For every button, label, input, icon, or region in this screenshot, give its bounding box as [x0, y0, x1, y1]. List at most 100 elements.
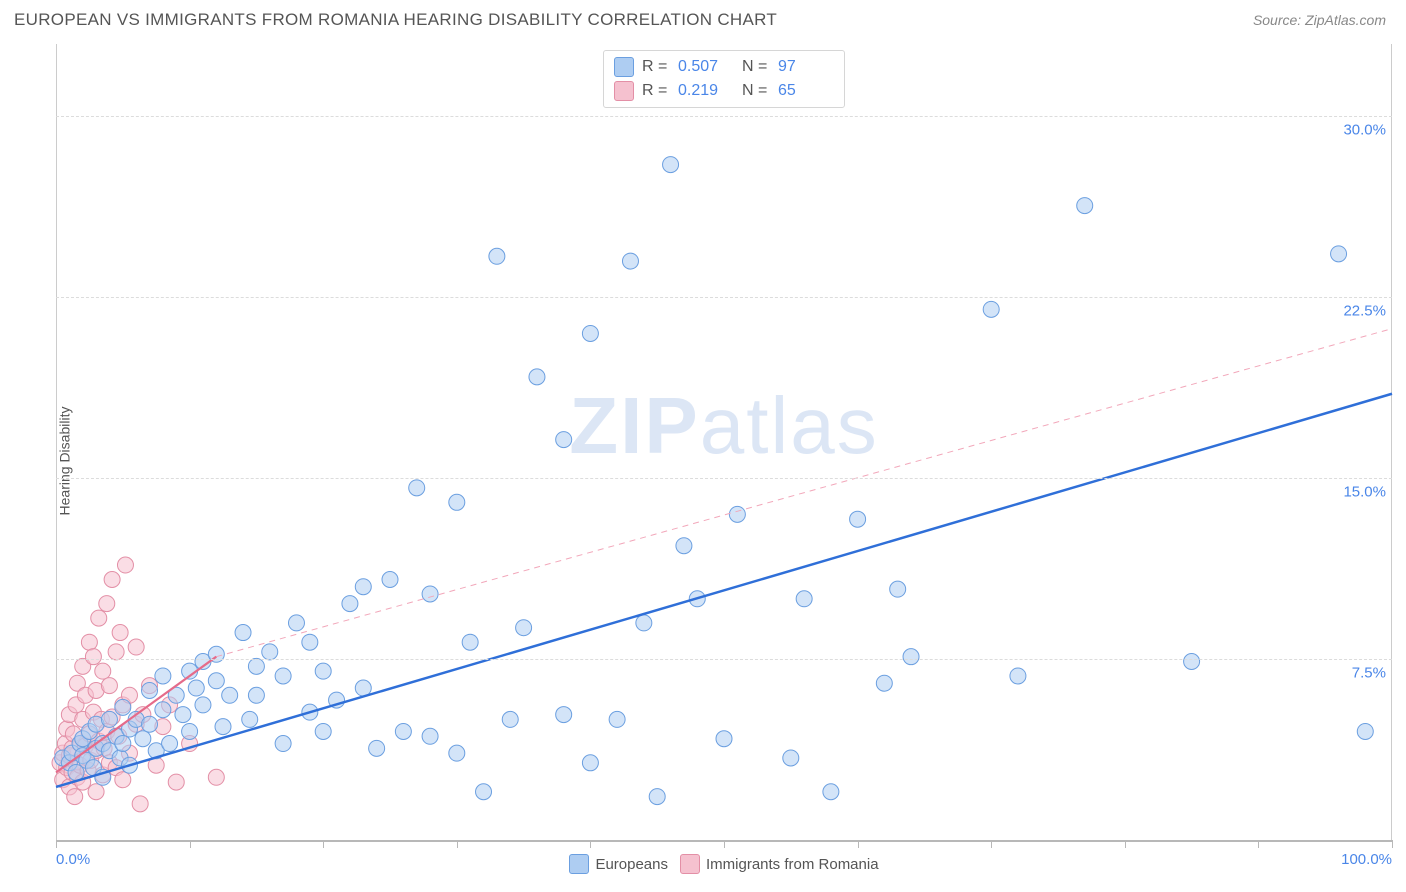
scatter-point	[155, 668, 171, 684]
scatter-point	[903, 649, 919, 665]
source-attribution: Source: ZipAtlas.com	[1253, 12, 1386, 28]
chart-title: EUROPEAN VS IMMIGRANTS FROM ROMANIA HEAR…	[14, 10, 777, 30]
scatter-point	[355, 579, 371, 595]
scatter-point	[188, 680, 204, 696]
scatter-point	[382, 571, 398, 587]
scatter-point	[1010, 668, 1026, 684]
scatter-point	[85, 649, 101, 665]
scatter-point	[796, 591, 812, 607]
scatter-point	[622, 253, 638, 269]
legend-swatch-europeans	[569, 854, 589, 874]
scatter-point	[248, 658, 264, 674]
scatter-point	[195, 697, 211, 713]
scatter-point	[99, 596, 115, 612]
legend-swatch-romania	[680, 854, 700, 874]
x-tick	[1125, 840, 1126, 848]
scatter-point	[288, 615, 304, 631]
legend-r-value: 0.507	[678, 58, 734, 76]
scatter-point	[315, 663, 331, 679]
scatter-point	[275, 736, 291, 752]
scatter-point	[162, 736, 178, 752]
scatter-point	[215, 719, 231, 735]
scatter-point	[95, 663, 111, 679]
x-tick	[858, 840, 859, 848]
legend-n-value: 97	[778, 58, 834, 76]
scatter-point	[449, 745, 465, 761]
scatter-point	[850, 511, 866, 527]
x-tick	[323, 840, 324, 848]
legend-stats-row-1: R = 0.219 N = 65	[614, 79, 834, 103]
legend-r-value: 0.219	[678, 82, 734, 100]
scatter-point	[1331, 246, 1347, 262]
legend-r-label: R =	[642, 82, 670, 100]
scatter-point	[248, 687, 264, 703]
legend-n-label: N =	[742, 58, 770, 76]
scatter-point	[890, 581, 906, 597]
scatter-point	[235, 625, 251, 641]
scatter-point	[729, 506, 745, 522]
x-tick	[1258, 840, 1259, 848]
header: EUROPEAN VS IMMIGRANTS FROM ROMANIA HEAR…	[0, 0, 1406, 36]
scatter-point	[128, 639, 144, 655]
scatter-point	[182, 723, 198, 739]
scatter-point	[168, 774, 184, 790]
scatter-point	[1077, 198, 1093, 214]
scatter-point	[155, 702, 171, 718]
x-tick	[56, 840, 57, 848]
gridline	[56, 116, 1392, 117]
trend-line	[56, 394, 1392, 787]
legend-n-label: N =	[742, 82, 770, 100]
scatter-point	[823, 784, 839, 800]
scatter-point	[676, 538, 692, 554]
gridline	[56, 297, 1392, 298]
scatter-point	[142, 716, 158, 732]
scatter-point	[649, 789, 665, 805]
scatter-point	[529, 369, 545, 385]
scatter-svg	[56, 44, 1392, 840]
scatter-point	[636, 615, 652, 631]
scatter-point	[208, 769, 224, 785]
scatter-point	[101, 711, 117, 727]
scatter-point	[115, 736, 131, 752]
scatter-point	[422, 586, 438, 602]
scatter-point	[242, 711, 258, 727]
scatter-point	[369, 740, 385, 756]
legend-n-value: 65	[778, 82, 834, 100]
scatter-point	[1184, 654, 1200, 670]
legend-item-europeans: Europeans	[569, 854, 668, 874]
x-tick	[1392, 840, 1393, 848]
scatter-point	[108, 644, 124, 660]
gridline	[56, 478, 1392, 479]
scatter-point	[117, 557, 133, 573]
scatter-point	[262, 644, 278, 660]
legend-swatch-romania	[614, 81, 634, 101]
y-tick-label: 7.5%	[1352, 665, 1386, 682]
scatter-point	[101, 678, 117, 694]
y-tick-label: 30.0%	[1343, 122, 1386, 139]
scatter-point	[208, 673, 224, 689]
legend-item-romania: Immigrants from Romania	[680, 854, 879, 874]
scatter-point	[716, 731, 732, 747]
chart-area: Hearing Disability ZIPatlas R = 0.507 N …	[14, 44, 1392, 878]
legend-stats-box: R = 0.507 N = 97 R = 0.219 N = 65	[603, 50, 845, 108]
scatter-point	[81, 634, 97, 650]
legend-bottom: Europeans Immigrants from Romania	[56, 854, 1392, 874]
scatter-point	[115, 772, 131, 788]
scatter-point	[476, 784, 492, 800]
scatter-point	[175, 707, 191, 723]
legend-label: Europeans	[595, 856, 668, 873]
scatter-point	[88, 784, 104, 800]
x-tick	[190, 840, 191, 848]
y-tick-label: 15.0%	[1343, 484, 1386, 501]
legend-swatch-europeans	[614, 57, 634, 77]
scatter-point	[556, 707, 572, 723]
scatter-point	[112, 625, 128, 641]
scatter-point	[142, 682, 158, 698]
y-tick-label: 22.5%	[1343, 303, 1386, 320]
scatter-point	[275, 668, 291, 684]
scatter-point	[582, 325, 598, 341]
x-tick	[590, 840, 591, 848]
scatter-point	[67, 789, 83, 805]
scatter-point	[1357, 723, 1373, 739]
x-tick	[457, 840, 458, 848]
